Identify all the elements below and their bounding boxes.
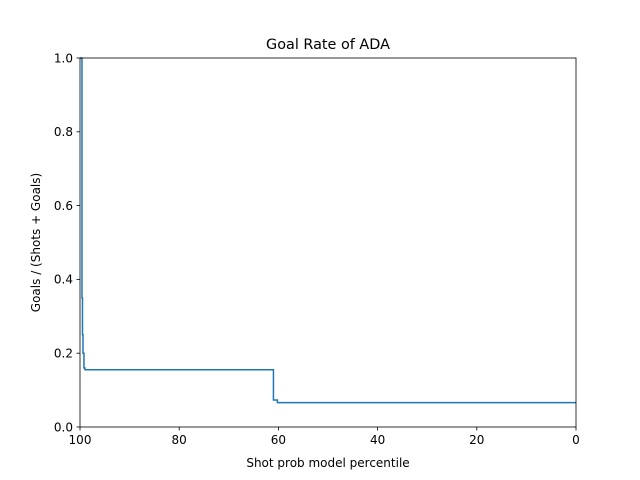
x-tick-label: 40 — [370, 433, 385, 447]
y-tick-label: 0.6 — [54, 199, 73, 213]
plot-area — [80, 57, 576, 404]
y-tick-label: 1.0 — [54, 51, 73, 65]
x-axis: 100 80 60 40 20 0 — [69, 427, 580, 447]
x-tick-label: 80 — [172, 433, 187, 447]
y-tick-label: 0.4 — [54, 273, 73, 287]
x-axis-label: Shot prob model percentile — [246, 456, 409, 470]
y-tick-label: 0.2 — [54, 347, 73, 361]
x-tick-label: 100 — [69, 433, 92, 447]
y-axis-label: Goals / (Shots + Goals) — [29, 173, 43, 312]
y-tick-label: 0.8 — [54, 125, 73, 139]
y-tick-label: 0.0 — [54, 420, 73, 434]
x-tick-label: 0 — [572, 433, 580, 447]
series-line-0 — [80, 57, 576, 404]
x-tick-label: 20 — [469, 433, 484, 447]
x-tick-label: 60 — [271, 433, 286, 447]
axes-frame — [79, 57, 577, 428]
chart-title: Goal Rate of ADA — [266, 37, 390, 53]
y-axis: 0.0 0.2 0.4 0.6 0.8 1.0 — [54, 51, 80, 434]
